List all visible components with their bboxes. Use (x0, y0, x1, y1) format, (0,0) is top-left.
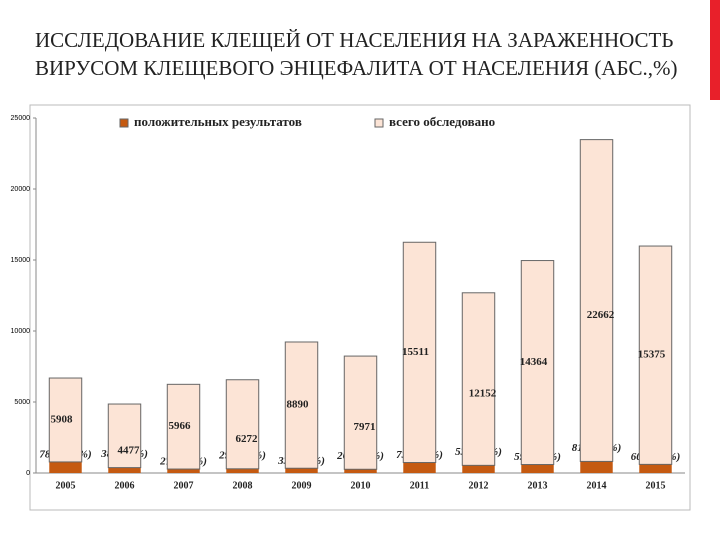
y-tick-label: 0 (26, 470, 30, 477)
y-tick-label: 10000 (11, 328, 31, 335)
x-tick-label: 2009 (292, 480, 312, 491)
bar-segment (284, 341, 319, 469)
x-tick-label: 2007 (174, 480, 194, 491)
bar-segment (107, 403, 142, 469)
bar-segment (579, 139, 614, 462)
legend-swatch (119, 118, 129, 128)
bar-segment (226, 468, 259, 473)
bar-segment (48, 377, 83, 463)
accent-bar (710, 0, 720, 100)
y-tick-label: 5000 (14, 399, 30, 406)
x-tick-label: 2006 (115, 480, 135, 491)
bar-segment (167, 469, 200, 473)
bar-segment (344, 469, 377, 473)
data-label: 5966 (169, 420, 192, 432)
legend-label: всего обследовано (389, 114, 495, 129)
legend-label: положительных результатов (134, 114, 302, 129)
y-tick-label: 25000 (11, 115, 31, 122)
data-label: 15511 (402, 346, 429, 358)
bar-segment (403, 462, 436, 473)
bar-segment (108, 467, 141, 473)
bar-segment (462, 465, 495, 473)
data-label: 5908 (51, 414, 74, 426)
data-label: 7971 (354, 421, 376, 433)
bar-segment (166, 383, 201, 470)
bar-segment (580, 461, 613, 473)
data-label: 8890 (287, 399, 310, 411)
chart-frame (29, 104, 691, 511)
bar-segment (638, 245, 673, 465)
bar-segment (520, 260, 555, 466)
legend-swatch (374, 118, 384, 128)
x-tick-label: 2015 (646, 480, 666, 491)
bar-segment (225, 379, 260, 470)
data-label: 14364 (520, 356, 548, 368)
y-tick-label: 20000 (11, 186, 31, 193)
bar-segment (639, 464, 672, 473)
x-tick-label: 2011 (410, 480, 429, 491)
bar-segment (402, 241, 437, 464)
bar-segment (521, 464, 554, 473)
bar-segment (343, 355, 378, 470)
x-tick-label: 2005 (56, 480, 76, 491)
bar-segment (49, 461, 82, 473)
y-tick-label: 15000 (11, 257, 31, 264)
bar-segment (461, 292, 496, 466)
x-tick-label: 2013 (528, 480, 548, 491)
x-tick-label: 2012 (469, 480, 489, 491)
x-tick-label: 2008 (233, 480, 253, 491)
data-label: 12152 (469, 388, 497, 400)
slide-title: ИССЛЕДОВАНИЕ КЛЕЩЕЙ ОТ НАСЕЛЕНИЯ НА ЗАРА… (35, 28, 678, 80)
data-label: 6272 (236, 433, 259, 445)
bar-segment (285, 468, 318, 473)
data-label: 4477 (118, 444, 141, 456)
data-label: 22662 (587, 309, 615, 321)
x-tick-label: 2010 (351, 480, 371, 491)
x-tick-label: 2014 (587, 480, 607, 491)
data-label: 15375 (638, 349, 666, 361)
